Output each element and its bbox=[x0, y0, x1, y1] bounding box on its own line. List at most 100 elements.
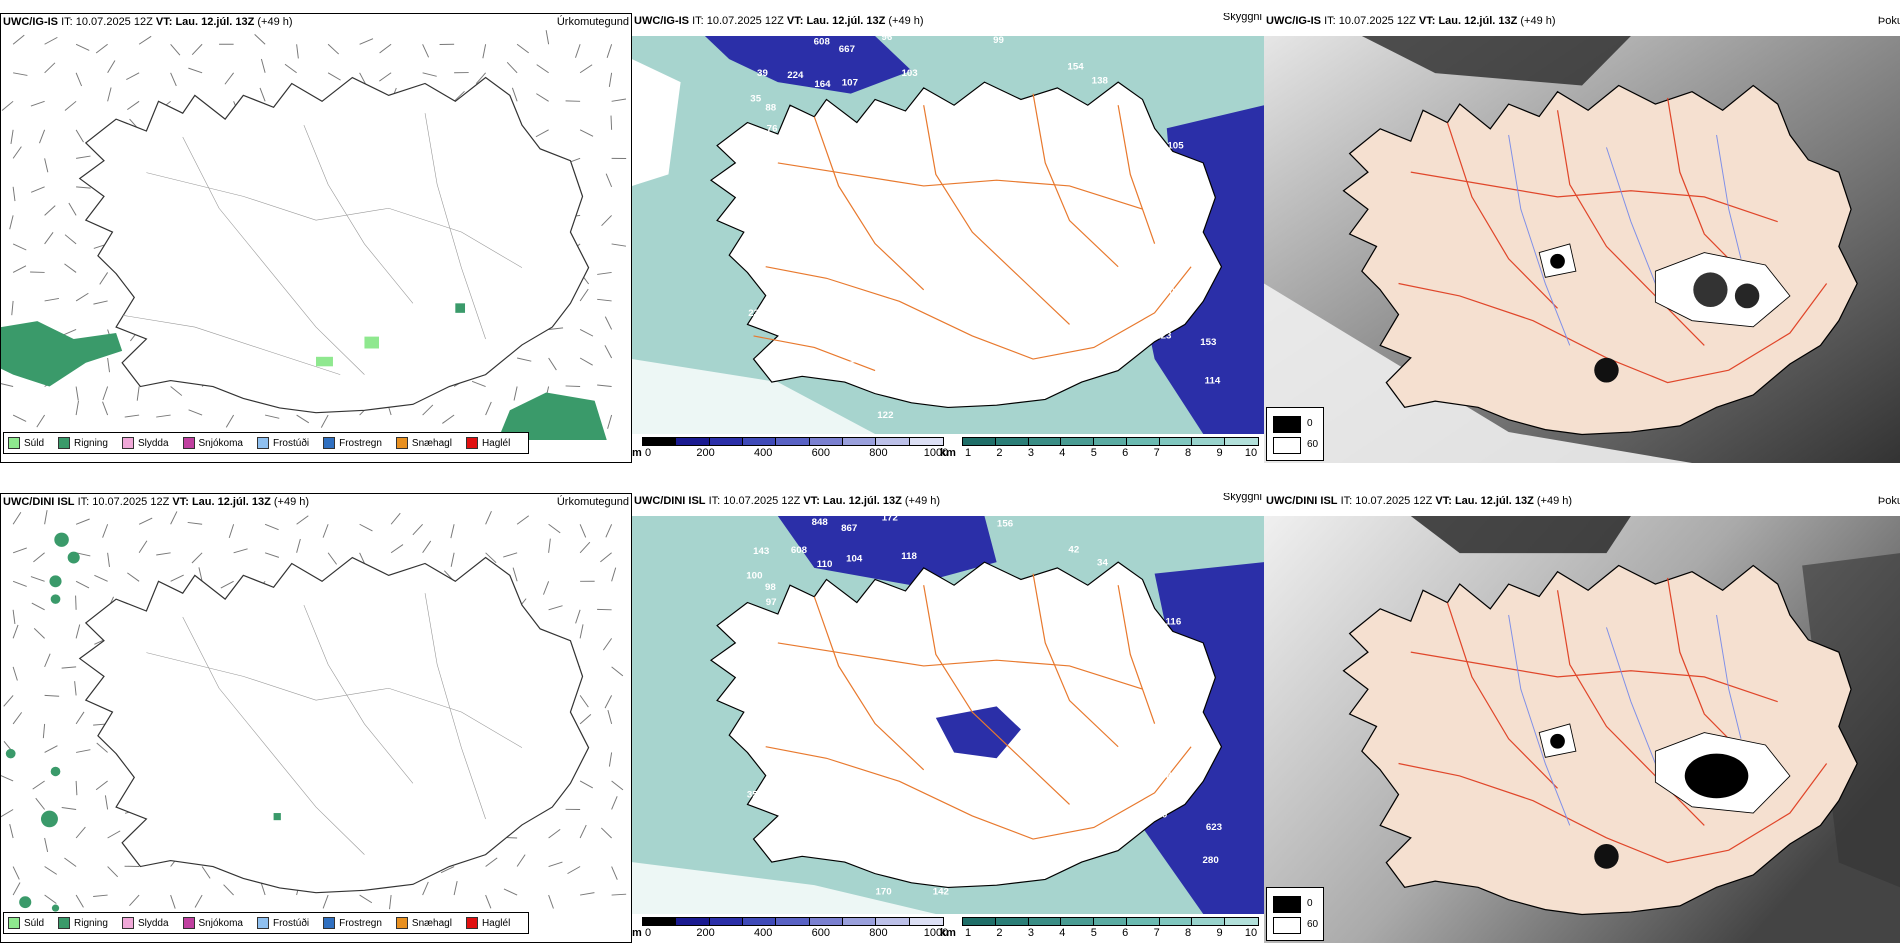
wind-barb bbox=[254, 34, 266, 45]
wind-barb bbox=[76, 155, 91, 159]
wind-barb bbox=[579, 64, 593, 74]
legend-label: 0 bbox=[1307, 898, 1313, 909]
wind-barb bbox=[485, 857, 498, 867]
legend-swatch bbox=[256, 917, 269, 929]
wind-barb bbox=[605, 173, 613, 188]
wind-barb bbox=[9, 824, 14, 839]
colorbar-tick: 400 bbox=[754, 447, 773, 459]
cloud-base-label: 122 bbox=[877, 410, 893, 421]
legend-swatch bbox=[182, 437, 195, 449]
precip-map bbox=[1, 30, 627, 440]
legend-swatch bbox=[395, 437, 408, 449]
colorbar-tick: 7 bbox=[1153, 447, 1160, 459]
wind-barb bbox=[170, 43, 181, 56]
wind-barb bbox=[511, 87, 518, 102]
cloud-base-label: 12 bbox=[798, 124, 809, 135]
cloud-base-label: 104 bbox=[846, 554, 863, 565]
colorbar-segment bbox=[1060, 917, 1096, 926]
legend-swatch bbox=[121, 437, 134, 449]
cloud-base-label: 100 bbox=[1159, 287, 1175, 298]
wind-barb bbox=[611, 796, 618, 810]
wind-barb bbox=[93, 894, 108, 897]
wind-barb bbox=[194, 894, 203, 908]
wind-barb bbox=[12, 243, 27, 251]
wind-barb bbox=[124, 414, 140, 418]
wind-barb bbox=[260, 58, 266, 73]
wind-barb bbox=[379, 43, 392, 54]
colorbar-tick: 1 bbox=[964, 927, 972, 939]
wind-barb bbox=[450, 552, 455, 567]
wind-barb bbox=[485, 894, 492, 909]
legend-label: Rigning bbox=[74, 437, 108, 449]
colorbar-segment bbox=[1224, 437, 1259, 446]
cloud-base-label: 101 bbox=[863, 349, 879, 360]
wind-barb bbox=[30, 576, 45, 582]
wind-barb bbox=[579, 713, 592, 725]
legend-swatch bbox=[395, 917, 408, 929]
wind-barb bbox=[220, 580, 234, 589]
wind-barb bbox=[12, 186, 16, 202]
wind-barb bbox=[76, 749, 91, 753]
cloud-base-label: 143 bbox=[912, 845, 928, 856]
panel-title: Skyggni bbox=[1222, 493, 1262, 503]
wind-barb bbox=[450, 524, 455, 539]
colorbar-tick: 8 bbox=[1185, 447, 1192, 459]
wind-barb bbox=[35, 797, 45, 810]
wind-barb bbox=[127, 100, 140, 111]
colorbar-tick: 400 bbox=[754, 927, 773, 939]
wind-barb bbox=[104, 795, 109, 810]
wind-barb bbox=[327, 43, 340, 55]
wind-barb bbox=[62, 329, 77, 336]
colorbar-segment bbox=[1191, 917, 1227, 926]
wind-barb bbox=[265, 414, 280, 419]
wind-barb bbox=[44, 837, 49, 853]
cloud-base-label: 105 bbox=[1167, 141, 1183, 152]
wind-barb bbox=[513, 386, 518, 401]
wind-barb bbox=[597, 271, 612, 275]
cloud-base-label: 76 bbox=[767, 124, 778, 135]
wind-barb bbox=[138, 540, 148, 554]
wind-barb bbox=[76, 552, 91, 557]
wind-barb bbox=[12, 624, 19, 639]
cloud-base-label: 142 bbox=[933, 887, 949, 898]
panel-title: Þokuábendi bbox=[1877, 15, 1900, 27]
cloud-base-label: 156 bbox=[997, 519, 1013, 530]
wind-barb bbox=[44, 694, 60, 697]
row2-visibility-panel: UWC/DINI ISL IT: 10.07.2025 12Z VT: Lau.… bbox=[632, 493, 1264, 943]
wind-barb bbox=[602, 638, 613, 651]
wind-barb bbox=[191, 552, 203, 564]
wind-barb bbox=[223, 884, 234, 896]
wind-barb bbox=[96, 742, 108, 753]
wind-barb bbox=[99, 272, 109, 285]
colorbar-tick: 800 bbox=[869, 447, 888, 459]
wind-barb bbox=[12, 511, 22, 525]
legend-swatch bbox=[8, 437, 20, 449]
wind-barb bbox=[170, 574, 184, 582]
colorbar-unit: m bbox=[632, 447, 642, 459]
wind-barb bbox=[156, 414, 171, 418]
colorbar-tick: 600 bbox=[811, 927, 830, 939]
wind-barb bbox=[1, 100, 14, 111]
cloud-base-label: 72 bbox=[906, 855, 917, 866]
cloud-base-label: 667 bbox=[839, 44, 855, 55]
visibility-colorbar: m 0 200 400 600 800 1000 km 1 2 3 4 5 6 7 8 9 10 bbox=[632, 437, 1264, 463]
wind-barb bbox=[575, 609, 581, 624]
legend-label: Rigning bbox=[74, 917, 108, 929]
wind-barb bbox=[75, 780, 78, 796]
row1-visibility-panel: UWC/IG-IS IT: 10.07.2025 12Z VT: Lau. 12… bbox=[632, 13, 1264, 463]
cloud-base-label: 10 bbox=[1156, 809, 1167, 820]
colorbar-tick: 9 bbox=[1216, 927, 1223, 939]
wind-barb bbox=[579, 541, 591, 554]
fog-map bbox=[1264, 36, 1900, 463]
colorbar-tick: 10 bbox=[1244, 927, 1258, 939]
wind-barb bbox=[604, 695, 613, 709]
cloud-base-label: 293 bbox=[854, 836, 870, 847]
wind-barb bbox=[44, 205, 56, 216]
wind-barb bbox=[187, 521, 203, 525]
legend-label: Frostúði bbox=[272, 437, 310, 449]
fog-map bbox=[1264, 516, 1900, 943]
wind-barb bbox=[485, 401, 492, 416]
colorbar-tick: 6 bbox=[1122, 447, 1129, 459]
wind-barb bbox=[170, 511, 178, 525]
legend-swatch bbox=[182, 917, 195, 929]
